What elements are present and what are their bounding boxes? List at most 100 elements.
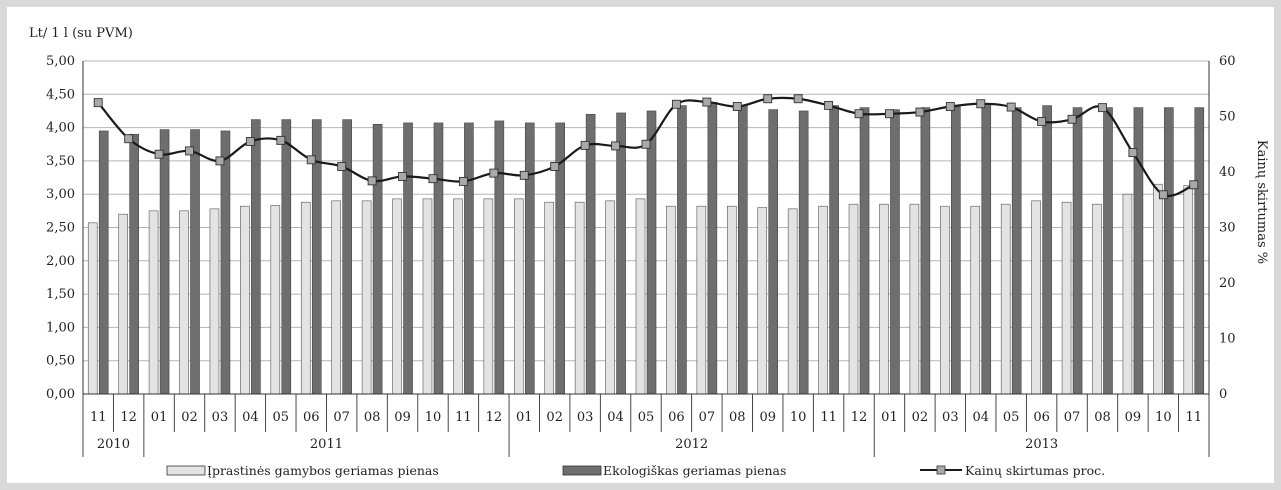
x-tick-label-month: 12 <box>851 410 868 425</box>
bar-organic <box>220 130 231 395</box>
legend-swatch-organic <box>562 465 602 476</box>
bar-organic <box>890 109 900 395</box>
bar-conventional <box>1183 185 1194 395</box>
difference-marker <box>124 134 134 144</box>
difference-marker <box>580 140 590 150</box>
bar-conventional <box>666 205 676 395</box>
x-tick-label-month: 07 <box>699 410 716 425</box>
bar-organic <box>433 122 444 395</box>
y-left-tick-label: 1,50 <box>46 287 75 302</box>
bar-conventional <box>787 208 798 395</box>
bar-conventional <box>422 198 433 395</box>
difference-marker <box>732 102 742 111</box>
y-left-tick-label: 5,00 <box>46 54 75 69</box>
bar-organic <box>859 107 870 395</box>
x-tick-label-month: 06 <box>1033 410 1050 425</box>
bar-organic <box>737 105 748 395</box>
bar-organic <box>1011 107 1022 395</box>
bar-organic <box>159 129 170 395</box>
bar-organic <box>677 105 687 395</box>
difference-marker <box>306 155 316 165</box>
axes: 0,00 0,50 1,00 1,50 2,00 2,50 3,00 3,50 4,00 4,50… <box>46 54 1236 457</box>
bar-conventional <box>453 198 463 395</box>
difference-marker <box>824 100 834 110</box>
legend-marker-sample <box>936 465 946 475</box>
bar-conventional <box>1153 183 1163 395</box>
x-tick-label-month: 11 <box>90 410 107 425</box>
y-left-tick-label: 3,00 <box>46 187 75 202</box>
bar-conventional <box>909 203 920 395</box>
difference-marker <box>458 176 468 186</box>
y-left-tick-label: 0,50 <box>46 354 75 369</box>
bar-organic <box>829 105 839 395</box>
difference-marker <box>398 171 407 181</box>
difference-marker <box>854 109 864 119</box>
difference-marker <box>93 98 103 108</box>
x-tick-label-month: 12 <box>120 410 137 425</box>
bar-organic <box>768 109 779 395</box>
bars <box>87 101 1205 395</box>
x-tick-label-month: 01 <box>151 410 168 425</box>
bar-conventional <box>87 222 98 395</box>
x-tick-label-month: 02 <box>546 410 563 425</box>
x-tick-label-year: 2012 <box>675 437 708 452</box>
bar-organic <box>1042 105 1052 395</box>
difference-marker <box>1158 190 1168 200</box>
difference-marker <box>793 94 803 104</box>
bar-conventional <box>635 198 646 395</box>
legend-swatch-conventional <box>166 465 206 476</box>
x-tick-label-month: 11 <box>455 410 472 425</box>
y-left-tick-label: 0,00 <box>46 387 75 402</box>
bar-organic <box>1072 107 1083 395</box>
x-tick-label-month: 01 <box>881 410 898 425</box>
bar-organic <box>920 107 931 395</box>
bar-conventional <box>970 205 981 395</box>
x-tick-label-month: 08 <box>364 410 381 425</box>
legend-label-conventional: Įprastinės gamybos geriamas pienas <box>207 463 439 478</box>
bar-conventional <box>1031 200 1041 395</box>
bar-organic <box>707 101 718 395</box>
x-tick-label-month: 07 <box>1064 410 1081 425</box>
bar-organic <box>616 112 626 395</box>
y-left-tick-label: 4,00 <box>46 121 75 136</box>
bar-conventional <box>361 200 372 395</box>
difference-marker <box>550 161 560 171</box>
bar-conventional <box>1000 203 1011 395</box>
bar-conventional <box>757 207 768 395</box>
difference-marker <box>1098 103 1107 113</box>
y-left-axis-label: Lt/ 1 l (su PVM) <box>29 26 133 41</box>
bar-organic <box>646 110 657 395</box>
difference-marker <box>915 107 925 117</box>
bar-organic <box>251 119 261 395</box>
x-tick-label-month: 11 <box>1186 410 1203 425</box>
x-tick-label-month: 01 <box>516 410 533 425</box>
difference-marker <box>1006 102 1016 112</box>
difference-marker <box>611 141 621 151</box>
y-left-tick-label: 1,00 <box>46 320 75 335</box>
difference-marker <box>1037 117 1047 126</box>
y-right-axis-label: Kainų skirtumas % <box>1254 140 1269 264</box>
x-tick-label-month: 04 <box>242 410 259 425</box>
x-tick-label-year: 2011 <box>310 437 343 452</box>
bar-conventional <box>605 200 615 395</box>
chart-svg: 0,00 0,50 1,00 1,50 2,00 2,50 3,00 3,50 4,00 4,50… <box>29 26 1269 478</box>
difference-marker <box>1189 180 1199 190</box>
bar-organic <box>585 113 596 395</box>
bar-conventional <box>1061 201 1072 395</box>
y-right-tick-label: 40 <box>1219 165 1236 180</box>
bar-conventional <box>240 205 250 395</box>
x-tick-label-month: 06 <box>668 410 685 425</box>
bar-conventional <box>1122 193 1133 395</box>
bar-conventional <box>392 198 402 395</box>
bar-conventional <box>696 205 707 395</box>
x-tick-label-month: 07 <box>333 410 350 425</box>
x-tick-label-month: 02 <box>912 410 929 425</box>
legend-label-difference: Kainų skirtumas proc. <box>965 463 1105 478</box>
bar-conventional <box>118 213 128 395</box>
bar-conventional <box>483 198 494 395</box>
difference-marker <box>885 109 894 119</box>
difference-marker <box>245 137 255 146</box>
bar-conventional <box>1092 203 1102 395</box>
x-tick-label-month: 09 <box>759 410 776 425</box>
x-tick-label-month: 03 <box>212 410 229 425</box>
